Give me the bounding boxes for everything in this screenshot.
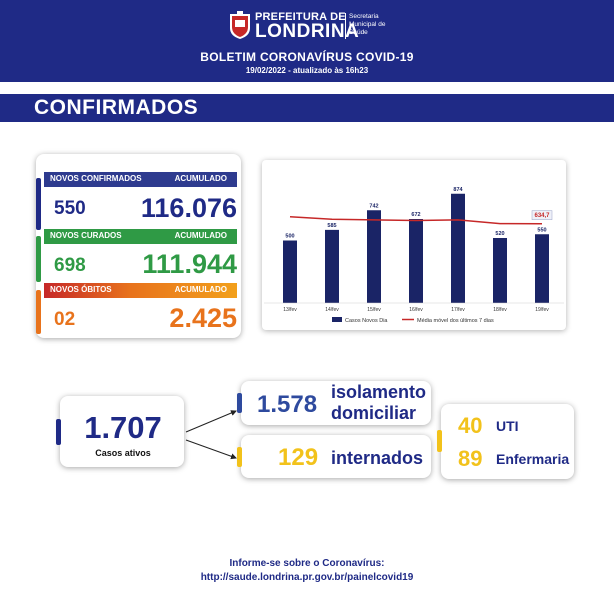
chart-bar	[451, 193, 465, 303]
footer-url-link[interactable]: http://saude.londrina.pr.gov.br/painelco…	[200, 572, 414, 583]
isolation-label-2: domiciliar	[331, 403, 417, 423]
prefeitura-logo: PREFEITURA DE LONDRINA Secretaria Munici…	[228, 10, 388, 42]
header-banner	[0, 0, 614, 82]
confirmed-acc-label: ACUMULADO	[174, 174, 227, 183]
bulletin-date: 19/02/2022 - atualizado às 16h23	[245, 66, 369, 75]
logo-divider	[345, 13, 346, 39]
x-tick-label: 17/fev	[451, 307, 465, 313]
hospital-value: 129	[278, 444, 319, 471]
chart-bar	[409, 219, 423, 303]
legend-line-label: Média móvel dos últimos 7 dias	[417, 318, 494, 324]
hospital-box	[241, 435, 431, 478]
x-tick-label: 14/fev	[325, 307, 339, 313]
secretaria-line: Saúde	[349, 29, 368, 36]
ward-value: 89	[458, 446, 483, 471]
chart-bar	[325, 229, 339, 303]
deaths-acc-label: ACUMULADO	[174, 285, 227, 294]
secretaria-line: Municipal de	[349, 21, 386, 28]
isolation-value: 1.578	[257, 391, 318, 418]
x-tick-label: 16/fev	[409, 307, 423, 313]
chart-bar	[535, 234, 549, 303]
confirmed-new-value: 550	[54, 198, 86, 219]
bar-value-label: 550	[537, 227, 546, 233]
active-total-label: Casos ativos	[95, 448, 151, 458]
active-accent-bar	[56, 419, 61, 445]
cases-chart: 500 585 742 672 874 520 550 13/fev 14/fev 15/fev…	[264, 187, 564, 324]
deaths-label: NOVOS ÓBITOS	[50, 285, 112, 294]
bar-value-label: 874	[453, 187, 463, 193]
legend-bar-label: Casos Novos Dia	[345, 318, 388, 324]
cured-acc-label: ACUMULADO	[174, 231, 227, 240]
arrow-to-hospital-icon	[185, 439, 237, 460]
logo-line2: LONDRINA	[255, 21, 360, 42]
uti-label: UTI	[496, 418, 519, 434]
section-title: CONFIRMADOS	[34, 96, 199, 119]
bar-value-label: 500	[285, 234, 294, 240]
moving-average-line	[289, 216, 543, 225]
chart-panel: 500 585 742 672 874 520 550 13/fev 14/fev 15/fev…	[262, 160, 566, 330]
cured-new-value: 698	[54, 255, 86, 276]
cured-label: NOVOS CURADOS	[50, 231, 122, 240]
hospital-label: internados	[331, 448, 424, 468]
isolation-label-1: isolamento	[331, 382, 427, 402]
cured-total-value: 111.944	[142, 249, 237, 279]
x-tick-label: 13/fev	[283, 307, 297, 313]
logo-line1: PREFEITURA DE	[255, 11, 346, 23]
uti-value: 40	[458, 413, 483, 438]
bulletin-title: BOLETIM CORONAVÍRUS COVID-19	[200, 50, 414, 64]
secretaria-line: Secretaria	[349, 13, 379, 20]
confirmed-header-strip: NOVOS CONFIRMADOS ACUMULADO	[44, 172, 237, 187]
x-tick-label: 18/fev	[493, 307, 507, 313]
confirmed-accent-bar	[36, 178, 41, 230]
legend-bar-swatch	[332, 317, 342, 322]
deaths-total-value: 2.425	[169, 303, 237, 333]
section-banner	[0, 94, 614, 122]
x-tick-label: 19/fev	[535, 307, 549, 313]
bar-value-label: 672	[411, 212, 420, 218]
ward-label: Enfermaria	[496, 451, 570, 467]
chart-bar	[283, 240, 297, 303]
bar-value-label: 585	[327, 223, 336, 229]
secretaria-text: Secretaria Municipal de Saúde	[349, 13, 386, 37]
cured-header-strip: NOVOS CURADOS ACUMULADO	[44, 229, 237, 244]
hospital-accent-bar	[237, 447, 242, 467]
split-arrows	[185, 410, 237, 460]
footer-info-text: Informe-se sobre o Coronavírus:	[229, 558, 385, 569]
x-tick-label: 15/fev	[367, 307, 381, 313]
bar-value-label: 742	[369, 203, 378, 209]
chart-bar	[493, 238, 507, 303]
city-seal-icon	[230, 11, 250, 39]
deaths-header-strip: NOVOS ÓBITOS ACUMULADO	[44, 283, 237, 298]
icu-ward-box	[441, 404, 574, 479]
icu-ward-accent-bar	[437, 430, 442, 452]
chart-bar	[367, 210, 381, 303]
cured-accent-bar	[36, 236, 41, 282]
deaths-accent-bar	[36, 290, 41, 334]
bar-value-label: 520	[495, 231, 504, 237]
active-cases-box	[60, 396, 184, 467]
deaths-new-value: 02	[54, 309, 76, 330]
last-average-label: 634,7	[534, 213, 550, 219]
last-average-label-box	[531, 210, 553, 220]
isolation-box	[241, 381, 431, 425]
confirmed-total-value: 116.076	[140, 193, 237, 223]
active-total-value: 1.707	[84, 410, 162, 445]
arrow-to-isolation-icon	[185, 410, 237, 433]
isolation-accent-bar	[237, 393, 242, 413]
confirmed-label: NOVOS CONFIRMADOS	[50, 174, 142, 183]
